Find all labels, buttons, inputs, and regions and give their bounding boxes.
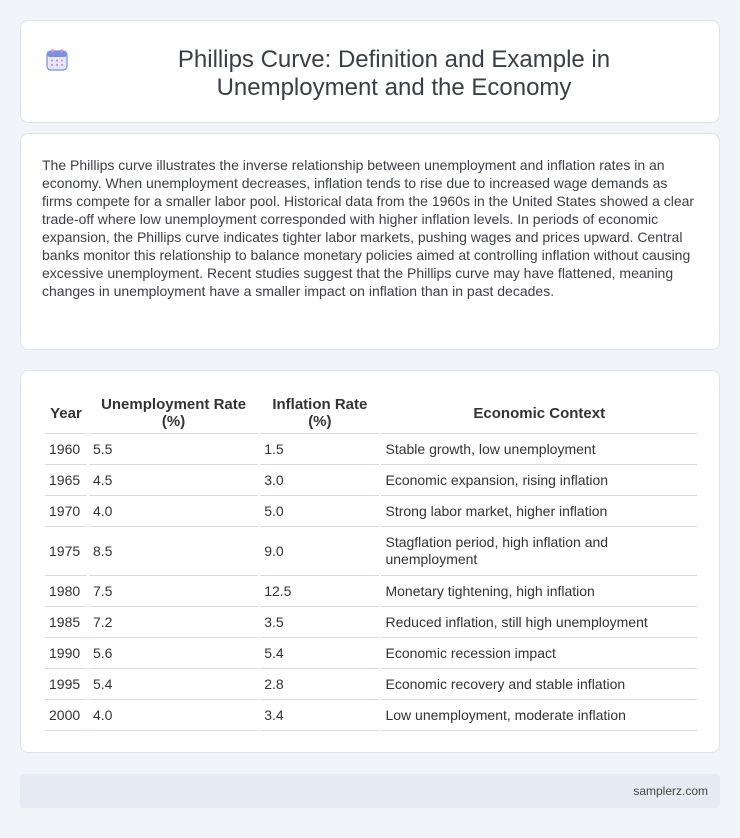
- cell-unemployment: 5.5: [88, 434, 259, 465]
- cell-year: 2000: [45, 700, 87, 731]
- intro-paragraph: The Phillips curve illustrates the inver…: [42, 157, 695, 299]
- data-table: Year Unemployment Rate (%) Inflation Rat…: [43, 393, 699, 731]
- table-row: 1980 7.5 12.5 Monetary tightening, high …: [45, 576, 697, 607]
- intro-card: The Phillips curve illustrates the inver…: [20, 133, 720, 350]
- cell-context: Stable growth, low unemployment: [381, 434, 697, 465]
- cell-year: 1980: [45, 576, 87, 607]
- cell-inflation: 3.0: [260, 465, 380, 496]
- cell-inflation: 5.0: [260, 496, 380, 527]
- footer-site-link[interactable]: samplerz.com: [633, 784, 708, 798]
- cell-context: Stagflation period, high inflation and u…: [381, 527, 697, 576]
- cell-context: Low unemployment, moderate inflation: [381, 700, 697, 731]
- cell-year: 1985: [45, 607, 87, 638]
- cell-unemployment: 5.6: [88, 638, 259, 669]
- table-row: 1990 5.6 5.4 Economic recession impact: [45, 638, 697, 669]
- cell-unemployment: 5.4: [88, 669, 259, 700]
- table-row: 1975 8.5 9.0 Stagflation period, high in…: [45, 527, 697, 576]
- footer: samplerz.com: [20, 774, 720, 808]
- table-row: 1960 5.5 1.5 Stable growth, low unemploy…: [45, 434, 697, 465]
- cell-inflation: 1.5: [260, 434, 380, 465]
- cell-context: Economic expansion, rising inflation: [381, 465, 697, 496]
- cell-inflation: 12.5: [260, 576, 380, 607]
- cell-context: Economic recovery and stable inflation: [381, 669, 697, 700]
- header-card: Phillips Curve: Definition and Example i…: [20, 20, 720, 123]
- table-row: 1995 5.4 2.8 Economic recovery and stabl…: [45, 669, 697, 700]
- cell-unemployment: 4.5: [88, 465, 259, 496]
- cell-inflation: 5.4: [260, 638, 380, 669]
- column-header-inflation: Inflation Rate (%): [260, 393, 380, 434]
- cell-inflation: 3.4: [260, 700, 380, 731]
- calendar-icon: [46, 49, 68, 71]
- column-header-context: Economic Context: [381, 393, 697, 434]
- table-row: 1970 4.0 5.0 Strong labor market, higher…: [45, 496, 697, 527]
- column-header-year: Year: [45, 393, 87, 434]
- cell-unemployment: 7.2: [88, 607, 259, 638]
- cell-context: Monetary tightening, high inflation: [381, 576, 697, 607]
- cell-inflation: 3.5: [260, 607, 380, 638]
- cell-unemployment: 8.5: [88, 527, 259, 576]
- table-row: 2000 4.0 3.4 Low unemployment, moderate …: [45, 700, 697, 731]
- cell-year: 1975: [45, 527, 87, 576]
- cell-year: 1990: [45, 638, 87, 669]
- table-header-row: Year Unemployment Rate (%) Inflation Rat…: [45, 393, 697, 434]
- cell-year: 1995: [45, 669, 87, 700]
- cell-unemployment: 7.5: [88, 576, 259, 607]
- cell-year: 1970: [45, 496, 87, 527]
- cell-context: Economic recession impact: [381, 638, 697, 669]
- page-title: Phillips Curve: Definition and Example i…: [177, 46, 611, 101]
- table-card: Year Unemployment Rate (%) Inflation Rat…: [20, 370, 720, 753]
- table-row: 1985 7.2 3.5 Reduced inflation, still hi…: [45, 607, 697, 638]
- cell-context: Strong labor market, higher inflation: [381, 496, 697, 527]
- cell-year: 1960: [45, 434, 87, 465]
- column-header-unemployment: Unemployment Rate (%): [88, 393, 259, 434]
- cell-context: Reduced inflation, still high unemployme…: [381, 607, 697, 638]
- cell-year: 1965: [45, 465, 87, 496]
- cell-unemployment: 4.0: [88, 496, 259, 527]
- header: Phillips Curve: Definition and Example i…: [21, 46, 719, 102]
- cell-unemployment: 4.0: [88, 700, 259, 731]
- table-row: 1965 4.5 3.0 Economic expansion, rising …: [45, 465, 697, 496]
- cell-inflation: 9.0: [260, 527, 380, 576]
- cell-inflation: 2.8: [260, 669, 380, 700]
